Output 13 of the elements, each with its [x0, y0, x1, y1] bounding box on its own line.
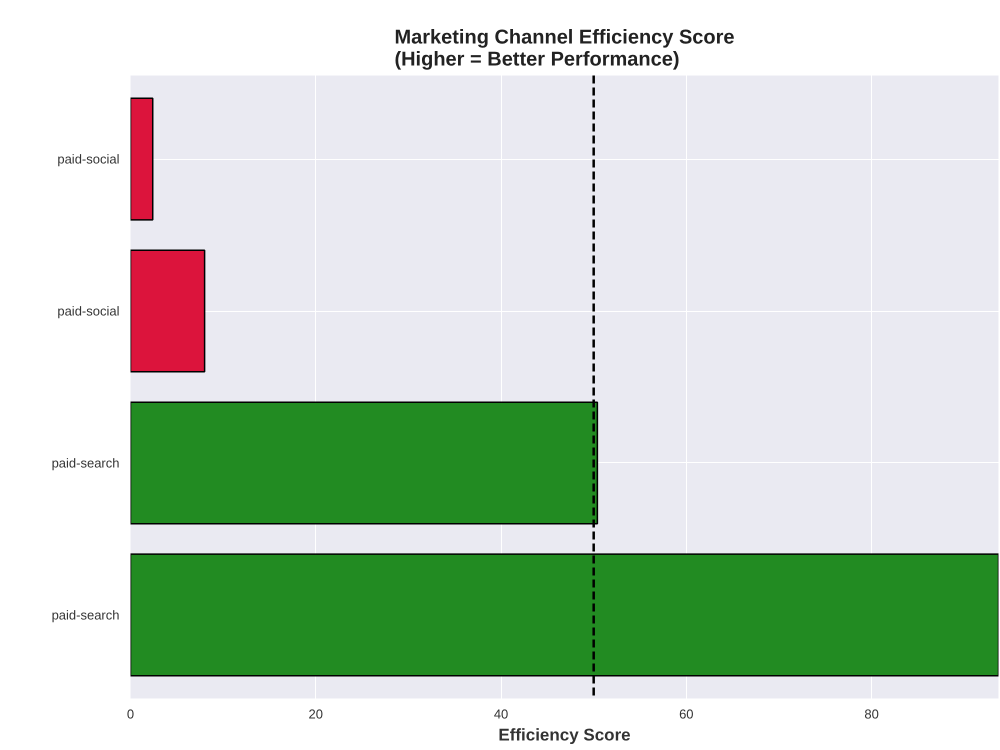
y-tick-label: paid-search [52, 455, 120, 470]
y-tick-label: paid-search [52, 607, 120, 622]
bar [130, 249, 206, 373]
chart-title: Marketing Channel Efficiency Score (Higher = Better Performance) [394, 26, 735, 70]
x-tick-label: 80 [864, 706, 879, 722]
x-axis-title: Efficiency Score [498, 726, 631, 744]
x-tick-label: 60 [679, 706, 694, 722]
x-tick-label: 0 [126, 706, 134, 722]
x-tick-label: 20 [308, 706, 324, 722]
y-tick-label: paid-social [57, 152, 120, 167]
y-tick-label: paid-social [57, 304, 120, 319]
x-tick-label: 40 [494, 706, 508, 722]
bar [130, 98, 154, 221]
